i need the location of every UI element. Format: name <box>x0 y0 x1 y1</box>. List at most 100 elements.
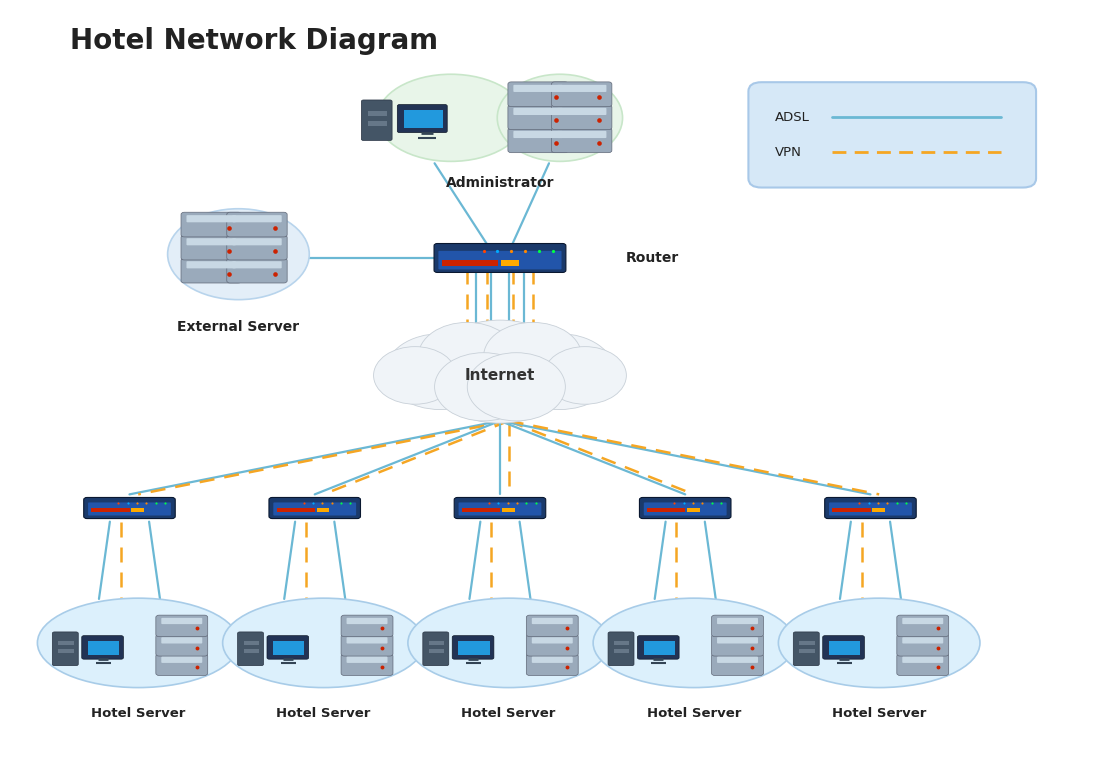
Ellipse shape <box>378 74 525 162</box>
FancyBboxPatch shape <box>872 508 885 512</box>
FancyBboxPatch shape <box>639 497 731 519</box>
FancyBboxPatch shape <box>829 502 911 516</box>
Ellipse shape <box>168 209 310 300</box>
FancyBboxPatch shape <box>501 260 519 266</box>
FancyBboxPatch shape <box>452 636 494 660</box>
FancyBboxPatch shape <box>717 656 758 663</box>
Ellipse shape <box>778 598 979 688</box>
FancyBboxPatch shape <box>347 618 388 624</box>
FancyBboxPatch shape <box>717 637 758 643</box>
FancyBboxPatch shape <box>514 85 563 92</box>
FancyBboxPatch shape <box>227 258 288 283</box>
FancyBboxPatch shape <box>712 654 763 676</box>
FancyBboxPatch shape <box>244 641 259 645</box>
FancyBboxPatch shape <box>423 632 449 666</box>
FancyBboxPatch shape <box>132 508 144 512</box>
FancyBboxPatch shape <box>267 636 309 660</box>
FancyBboxPatch shape <box>508 128 569 152</box>
Ellipse shape <box>497 74 623 162</box>
Text: Hotel Server: Hotel Server <box>277 706 371 719</box>
FancyBboxPatch shape <box>233 215 282 222</box>
FancyBboxPatch shape <box>531 656 573 663</box>
FancyBboxPatch shape <box>643 502 727 516</box>
FancyBboxPatch shape <box>233 261 282 268</box>
FancyBboxPatch shape <box>717 618 758 624</box>
FancyBboxPatch shape <box>83 497 176 519</box>
FancyBboxPatch shape <box>903 637 943 643</box>
FancyBboxPatch shape <box>227 235 288 260</box>
Text: ADSL: ADSL <box>774 111 809 124</box>
Circle shape <box>426 320 574 423</box>
Text: Hotel Network Diagram: Hotel Network Diagram <box>69 27 438 55</box>
FancyBboxPatch shape <box>277 508 315 512</box>
FancyBboxPatch shape <box>244 650 259 653</box>
Circle shape <box>483 322 582 391</box>
Text: Administrator: Administrator <box>446 176 554 190</box>
FancyBboxPatch shape <box>88 502 171 516</box>
FancyBboxPatch shape <box>793 632 819 666</box>
FancyBboxPatch shape <box>455 497 546 519</box>
FancyBboxPatch shape <box>156 615 208 637</box>
Ellipse shape <box>37 598 239 688</box>
FancyBboxPatch shape <box>647 508 685 512</box>
FancyBboxPatch shape <box>233 238 282 245</box>
Text: VPN: VPN <box>774 146 802 159</box>
FancyBboxPatch shape <box>347 656 388 663</box>
FancyBboxPatch shape <box>347 637 388 643</box>
FancyBboxPatch shape <box>88 640 120 655</box>
FancyBboxPatch shape <box>799 641 815 645</box>
FancyBboxPatch shape <box>531 618 573 624</box>
Ellipse shape <box>593 598 795 688</box>
FancyBboxPatch shape <box>462 508 500 512</box>
FancyBboxPatch shape <box>897 634 949 656</box>
FancyBboxPatch shape <box>273 640 304 655</box>
FancyBboxPatch shape <box>429 650 444 653</box>
Ellipse shape <box>407 598 609 688</box>
Circle shape <box>373 347 457 404</box>
FancyBboxPatch shape <box>341 654 393 676</box>
FancyBboxPatch shape <box>53 632 78 666</box>
FancyBboxPatch shape <box>903 618 943 624</box>
FancyBboxPatch shape <box>227 212 288 237</box>
FancyBboxPatch shape <box>361 100 392 140</box>
FancyBboxPatch shape <box>187 215 236 222</box>
FancyBboxPatch shape <box>526 634 579 656</box>
FancyBboxPatch shape <box>341 634 393 656</box>
FancyBboxPatch shape <box>822 636 864 660</box>
FancyBboxPatch shape <box>458 640 490 655</box>
FancyBboxPatch shape <box>531 637 573 643</box>
FancyBboxPatch shape <box>638 636 679 660</box>
FancyBboxPatch shape <box>368 121 386 126</box>
Circle shape <box>418 322 516 391</box>
Circle shape <box>468 352 565 421</box>
FancyBboxPatch shape <box>551 128 612 152</box>
FancyBboxPatch shape <box>181 212 242 237</box>
FancyBboxPatch shape <box>187 261 236 268</box>
FancyBboxPatch shape <box>81 636 123 660</box>
FancyBboxPatch shape <box>502 508 515 512</box>
FancyBboxPatch shape <box>557 131 606 138</box>
FancyBboxPatch shape <box>829 640 860 655</box>
Text: External Server: External Server <box>178 320 300 334</box>
FancyBboxPatch shape <box>438 250 561 270</box>
FancyBboxPatch shape <box>508 105 569 129</box>
Ellipse shape <box>223 598 424 688</box>
Text: Internet: Internet <box>464 368 535 383</box>
FancyBboxPatch shape <box>187 238 236 245</box>
FancyBboxPatch shape <box>712 615 763 637</box>
Text: Hotel Server: Hotel Server <box>832 706 927 719</box>
Text: Hotel Server: Hotel Server <box>91 706 186 719</box>
FancyBboxPatch shape <box>161 637 202 643</box>
FancyBboxPatch shape <box>58 650 74 653</box>
FancyBboxPatch shape <box>551 82 612 106</box>
FancyBboxPatch shape <box>526 615 579 637</box>
FancyBboxPatch shape <box>551 105 612 129</box>
FancyBboxPatch shape <box>181 258 242 283</box>
FancyBboxPatch shape <box>614 641 629 645</box>
Text: Router: Router <box>625 251 679 265</box>
FancyBboxPatch shape <box>237 632 264 666</box>
FancyBboxPatch shape <box>825 497 916 519</box>
FancyBboxPatch shape <box>156 654 208 676</box>
FancyBboxPatch shape <box>459 502 541 516</box>
FancyBboxPatch shape <box>903 656 943 663</box>
